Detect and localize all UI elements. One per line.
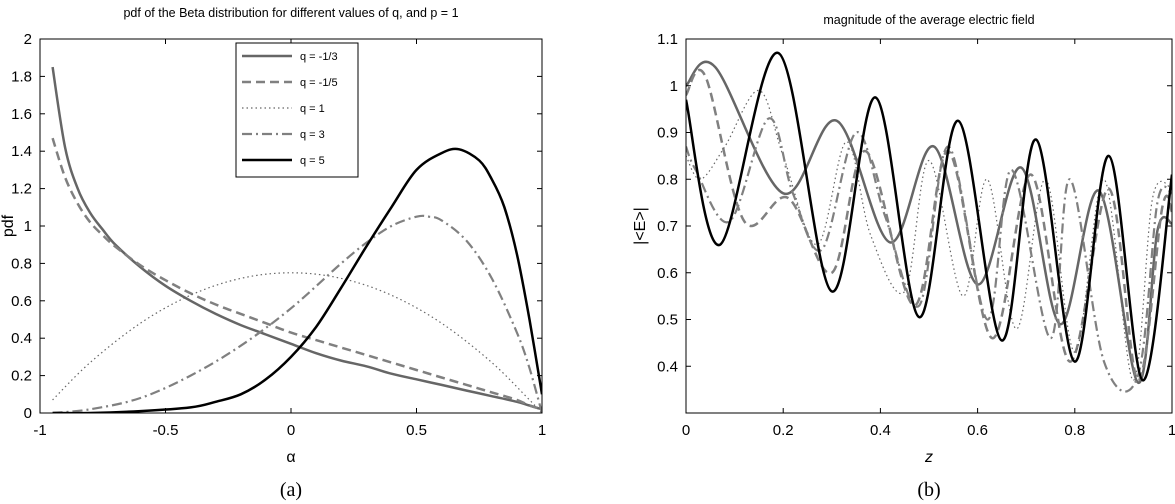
legend-label-2: q = -1/5 — [300, 77, 338, 89]
panel-label-a: (a) — [280, 479, 302, 501]
series-line-2-2 — [686, 68, 1172, 382]
y-tick-label: 0.6 — [11, 293, 32, 310]
x-tick-label: -1 — [33, 422, 46, 439]
y-axis-label-b: |<E>| — [632, 207, 649, 245]
series-line-1-1 — [51, 66, 542, 411]
x-tick-label: 0 — [287, 422, 295, 439]
series-line-1-4 — [52, 214, 542, 413]
y-tick-label: 0.2 — [11, 368, 32, 385]
y-tick-label: 0.9 — [657, 125, 678, 142]
series-line-2-5 — [686, 51, 1172, 382]
y-tick-label: 1 — [670, 78, 678, 95]
x-tick-label: 0.8 — [1064, 422, 1085, 439]
x-axis-label-a: α — [286, 449, 295, 466]
x-tick-label: 0.5 — [406, 422, 427, 439]
x-axis-label-b: z — [924, 449, 933, 466]
y-tick-label: 0.5 — [657, 312, 678, 329]
x-tick-label: 0 — [682, 422, 690, 439]
y-tick-label: 1.4 — [11, 143, 32, 160]
legend-label-3: q = 1 — [300, 103, 325, 115]
series-line-1-2 — [51, 137, 542, 411]
x-tick-label: 0.4 — [870, 422, 891, 439]
chart-title-a: pdf of the Beta distribution for differe… — [123, 6, 458, 20]
x-tick-label: 1 — [1168, 422, 1175, 439]
y-tick-label: 0.4 — [11, 330, 32, 347]
y-tick-label: 0.7 — [657, 218, 678, 235]
chart-title-b: magnitude of the average electric field — [823, 13, 1034, 27]
legend-box — [235, 42, 359, 178]
y-axis-label-a: pdf — [0, 214, 17, 237]
x-tick-label: -0.5 — [153, 422, 179, 439]
x-tick-label: 0.6 — [967, 422, 988, 439]
y-tick-label: 0 — [24, 405, 32, 422]
legend-label-1: q = -1/3 — [300, 51, 338, 63]
y-tick-label: 0.8 — [11, 255, 32, 272]
y-tick-label: 0.8 — [657, 171, 678, 188]
y-tick-label: 0.4 — [657, 358, 678, 375]
y-tick-label: 1.6 — [11, 106, 32, 123]
y-tick-label: 2 — [24, 31, 32, 48]
y-tick-label: 1.8 — [11, 68, 32, 85]
legend-label-4: q = 3 — [300, 129, 325, 141]
legend-label-5: q = 5 — [300, 155, 325, 167]
y-tick-label: 1.2 — [11, 181, 32, 198]
y-tick-label: 1 — [24, 218, 32, 235]
panel-label-b: (b) — [917, 479, 940, 501]
y-tick-label: 1.1 — [657, 31, 678, 48]
x-tick-label: 0.2 — [773, 422, 794, 439]
y-tick-label: 0.6 — [657, 265, 678, 282]
x-tick-label: 1 — [538, 422, 546, 439]
series-line-1-5 — [52, 147, 542, 413]
